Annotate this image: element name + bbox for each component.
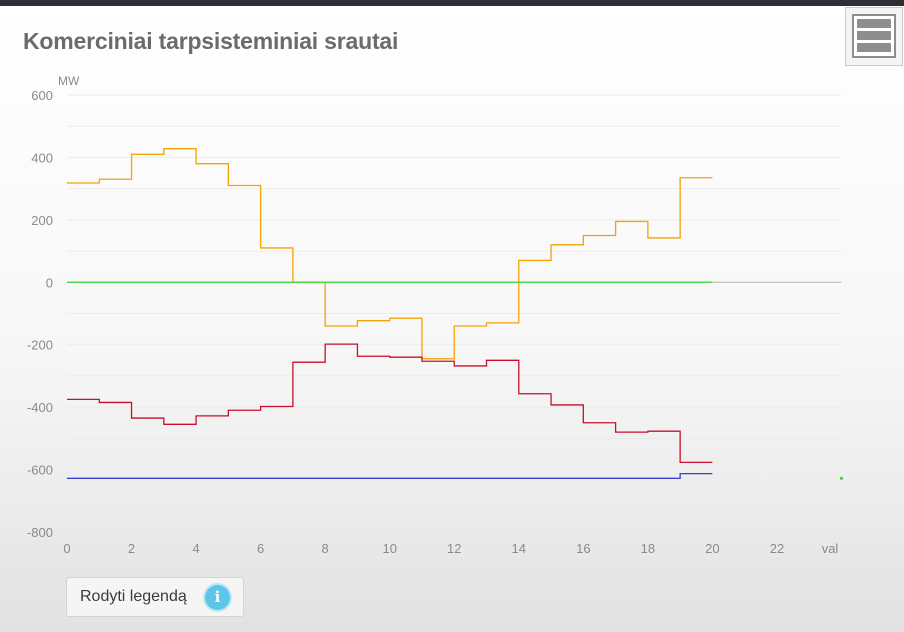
x-tick-label: 12 <box>447 541 461 556</box>
x-tick-label: 2 <box>128 541 135 556</box>
y-tick-label: 400 <box>31 150 53 165</box>
x-tick-label: 14 <box>512 541 526 556</box>
x-tick-label: 22 <box>770 541 784 556</box>
top-bar <box>0 0 904 6</box>
series-line <box>67 472 713 479</box>
chart-menu-button[interactable] <box>845 7 903 66</box>
y-tick-label: -400 <box>27 400 53 415</box>
series-line <box>67 148 713 360</box>
y-axis-label: MW <box>58 74 80 88</box>
info-icon[interactable]: i <box>205 585 230 610</box>
x-tick-label: 8 <box>322 541 329 556</box>
y-tick-label: -800 <box>27 525 53 540</box>
y-tick-label: 600 <box>31 88 53 103</box>
x-axis-label: val <box>822 541 839 556</box>
y-tick-label: -600 <box>27 463 53 478</box>
x-tick-label: 10 <box>382 541 396 556</box>
series-point <box>839 476 844 480</box>
x-tick-label: 4 <box>192 541 199 556</box>
hamburger-menu-icon <box>852 14 896 58</box>
x-tick-label: 0 <box>63 541 70 556</box>
show-legend-label: Rodyti legendą <box>80 588 187 605</box>
y-tick-label: 0 <box>46 275 53 290</box>
x-tick-label: 6 <box>257 541 264 556</box>
chart-title: Komerciniai tarpsisteminiai srautai <box>23 28 399 54</box>
y-tick-label: 200 <box>31 213 53 228</box>
show-legend-button[interactable]: Rodyti legendą i <box>66 577 244 617</box>
x-tick-label: 18 <box>641 541 655 556</box>
x-tick-label: 20 <box>705 541 719 556</box>
x-tick-label: 16 <box>576 541 590 556</box>
series-line <box>67 343 713 464</box>
y-tick-label: -200 <box>27 338 53 353</box>
